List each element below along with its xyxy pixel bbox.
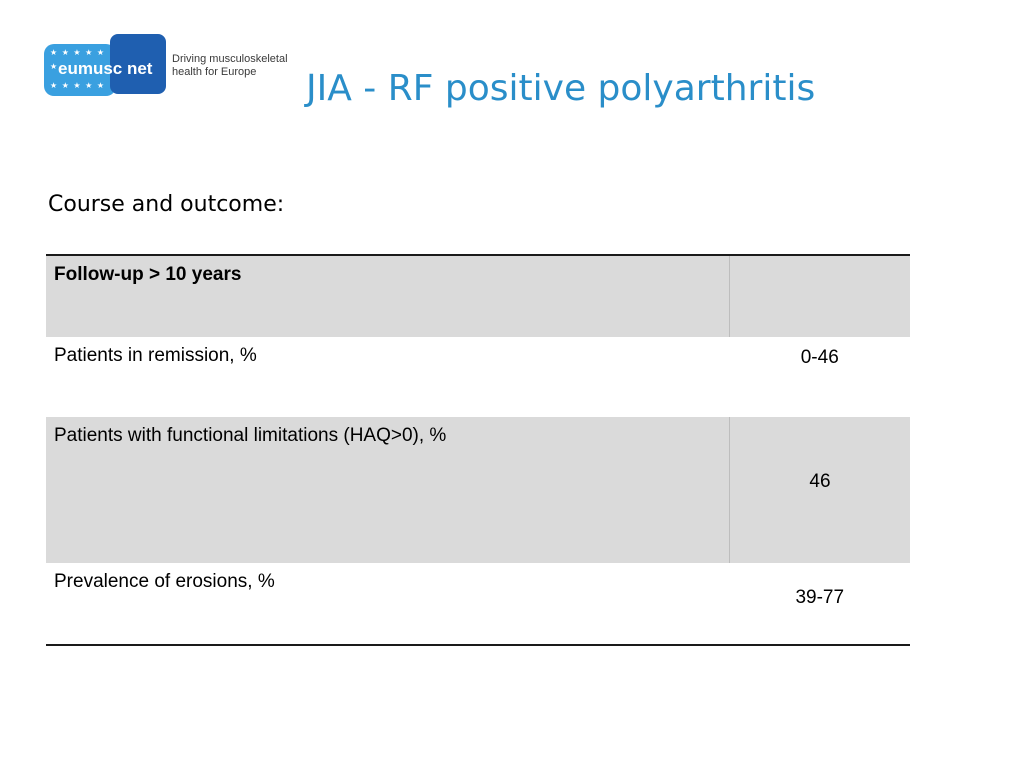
slide-subtitle: Course and outcome: xyxy=(48,192,285,217)
logo-light-square xyxy=(44,44,116,96)
row-value-erosions: 39-77 xyxy=(729,563,910,645)
table-header-row: Follow-up > 10 years xyxy=(46,255,910,337)
table-row: Patients in remission, % 0-46 xyxy=(46,337,910,417)
table-row: Prevalence of erosions, % 39-77 xyxy=(46,563,910,645)
table-row: Patients with functional limitations (HA… xyxy=(46,417,910,563)
logo-stars-bottom: ★ ★ ★ ★ ★ ★ xyxy=(50,81,106,104)
row-label-functional-limitations: Patients with functional limitations (HA… xyxy=(46,417,730,563)
outcomes-table: Follow-up > 10 years Patients in remissi… xyxy=(46,254,910,646)
row-label-remission: Patients in remission, % xyxy=(46,337,730,417)
logo-name: eumusc net xyxy=(58,59,153,78)
row-value-functional-limitations: 46 xyxy=(729,417,910,563)
row-label-erosions: Prevalence of erosions, % xyxy=(46,563,730,645)
logo-dark-square xyxy=(110,34,166,94)
eumusc-net-logo: ★ ★ ★ ★ ★ ★ eumusc net ★ ★ ★ ★ ★ ★ Drivi… xyxy=(44,34,294,104)
logo-stars-top: ★ ★ ★ ★ ★ ★ xyxy=(50,48,106,71)
header-label: Follow-up > 10 years xyxy=(46,255,730,337)
header-value xyxy=(729,255,910,337)
slide-title: JIA - RF positive polyarthritis xyxy=(306,68,816,109)
logo-tagline: Driving musculoskeletal health for Europ… xyxy=(172,53,288,78)
row-value-remission: 0-46 xyxy=(729,337,910,417)
